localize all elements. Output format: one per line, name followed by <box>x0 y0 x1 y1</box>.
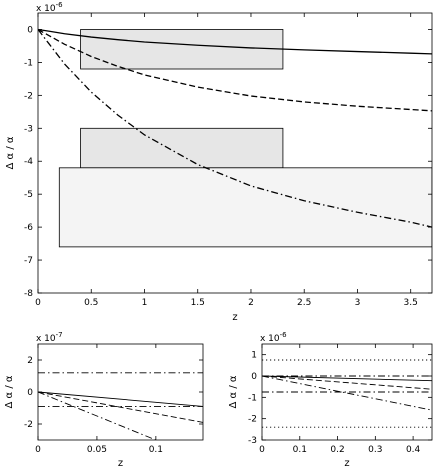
x-tick-label: 2.5 <box>297 298 311 308</box>
x-axis-label: z <box>118 458 123 469</box>
y-axis-label: Δ α / α <box>4 375 15 408</box>
axes-frame <box>261 343 433 441</box>
y-tick-label: 0 <box>27 25 33 35</box>
y-tick-label: -7 <box>24 256 33 266</box>
x-tick-label: 0.4 <box>406 445 421 455</box>
y-tick-label: -3 <box>248 436 257 446</box>
axis-exponent-label: x 10-7 <box>36 331 63 344</box>
x-tick-label: 0 <box>259 445 265 455</box>
y-tick-label: 0 <box>27 388 33 398</box>
chart-panel-1: 0 0.5 1 1.5 2 2.5 3 3.5 0 -1 -2 -3 -4 -5 -6 -7 -8 x 10-6 z… <box>5 1 433 323</box>
x-tick-label: 0 <box>35 445 41 455</box>
x-tick-label: 1.5 <box>191 298 205 308</box>
x-tick-label: 1 <box>142 298 148 308</box>
series-line-3-solid <box>38 391 203 407</box>
series-line-4-dashed <box>38 391 203 423</box>
chart-panel-3: 0 0.1 0.2 0.3 0.4 1 0 -1 -2 -3 x 10-6 z Δ α / α <box>228 331 433 469</box>
x-tick-label: 0 <box>35 298 41 308</box>
axis-exponent-label: x 10-6 <box>36 1 63 14</box>
chart-panel-2: 0 0.05 0.1 2 0 -2 x 10-7 z Δ α / α <box>4 331 204 469</box>
plot-content <box>38 372 203 440</box>
y-tick-label: 0 <box>251 372 257 382</box>
x-axis-label: z <box>232 312 237 323</box>
plot-content <box>262 359 432 428</box>
y-tick-label: -4 <box>24 157 33 167</box>
x-tick-label: 0.05 <box>87 445 107 455</box>
y-tick-label: -8 <box>24 289 33 299</box>
y-tick-label: -6 <box>24 223 33 233</box>
y-tick-label: -5 <box>24 190 33 200</box>
y-tick-label: -3 <box>24 124 33 134</box>
x-tick-label: 0.1 <box>293 445 307 455</box>
axes-frame <box>37 12 433 294</box>
y-tick-label: -2 <box>24 420 33 430</box>
plot-content <box>38 28 432 248</box>
x-tick-label: 3.5 <box>404 298 418 308</box>
y-axis-label: Δ α / α <box>228 375 239 408</box>
y-tick-label: 1 <box>251 351 257 361</box>
series-line-2-dashed <box>38 28 432 112</box>
x-tick-label: 3 <box>355 298 361 308</box>
y-tick-label: 2 <box>27 356 33 366</box>
constraint-box-3 <box>58 167 432 248</box>
series-line-3-dashdot <box>38 29 432 228</box>
x-tick-label: 0.1 <box>149 445 163 455</box>
y-tick-label: -1 <box>248 393 257 403</box>
y-axis-label: Δ α / α <box>5 136 16 169</box>
y-tick-label: -2 <box>24 91 33 101</box>
x-tick-label: 2 <box>248 298 254 308</box>
constraint-box-2 <box>80 127 284 169</box>
x-tick-label: 0.3 <box>368 445 382 455</box>
y-tick-label: -2 <box>248 415 257 425</box>
series-line-5-dashdot <box>38 391 157 440</box>
series-line-5-solid <box>262 375 432 382</box>
x-axis-label: z <box>344 458 349 469</box>
series-line-6-dashed <box>262 375 432 390</box>
constraint-box-1 <box>80 29 284 70</box>
y-tick-label: -1 <box>24 58 33 68</box>
x-tick-label: 0.2 <box>330 445 344 455</box>
plot-area <box>38 344 203 440</box>
x-tick-label: 0.5 <box>84 298 98 308</box>
series-line-1-solid <box>38 28 432 55</box>
axis-exponent-label: x 10-6 <box>260 331 287 344</box>
